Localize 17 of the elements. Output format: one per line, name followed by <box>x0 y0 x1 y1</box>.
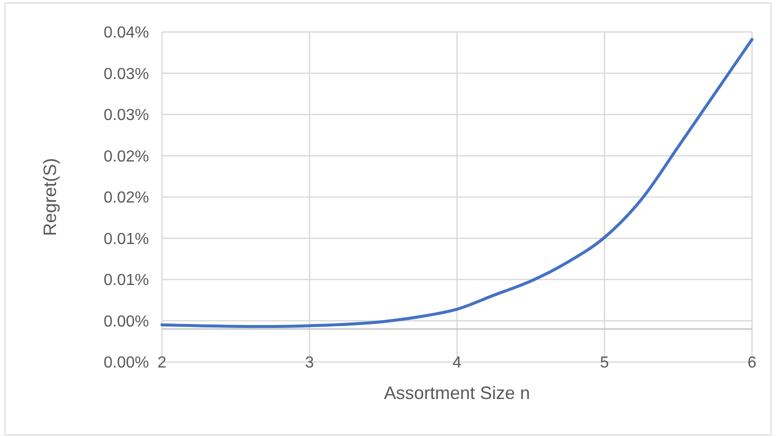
x-tick-label: 3 <box>305 354 314 372</box>
x-tick-label: 5 <box>600 354 610 372</box>
y-tick-label: 0.04% <box>104 24 149 42</box>
x-axis-title: Assortment Size n <box>384 383 530 403</box>
y-axis-title: Regret(S) <box>40 158 60 236</box>
y-tick-label: 0.01% <box>104 230 149 248</box>
x-tick-label: 4 <box>452 354 462 372</box>
y-tick-label: 0.03% <box>104 107 149 124</box>
y-tick-label: 0.00% <box>104 313 149 330</box>
y-tick-label: 0.01% <box>104 272 149 290</box>
y-tick-label: 0.03% <box>104 66 149 83</box>
x-tick-label: 2 <box>158 354 167 372</box>
x-tick-label: 6 <box>748 354 757 372</box>
line-series <box>160 38 754 328</box>
y-tick-label: 0.02% <box>104 148 149 166</box>
y-tick-label: 0.00% <box>104 354 149 372</box>
y-tick-label: 0.02% <box>104 190 149 207</box>
